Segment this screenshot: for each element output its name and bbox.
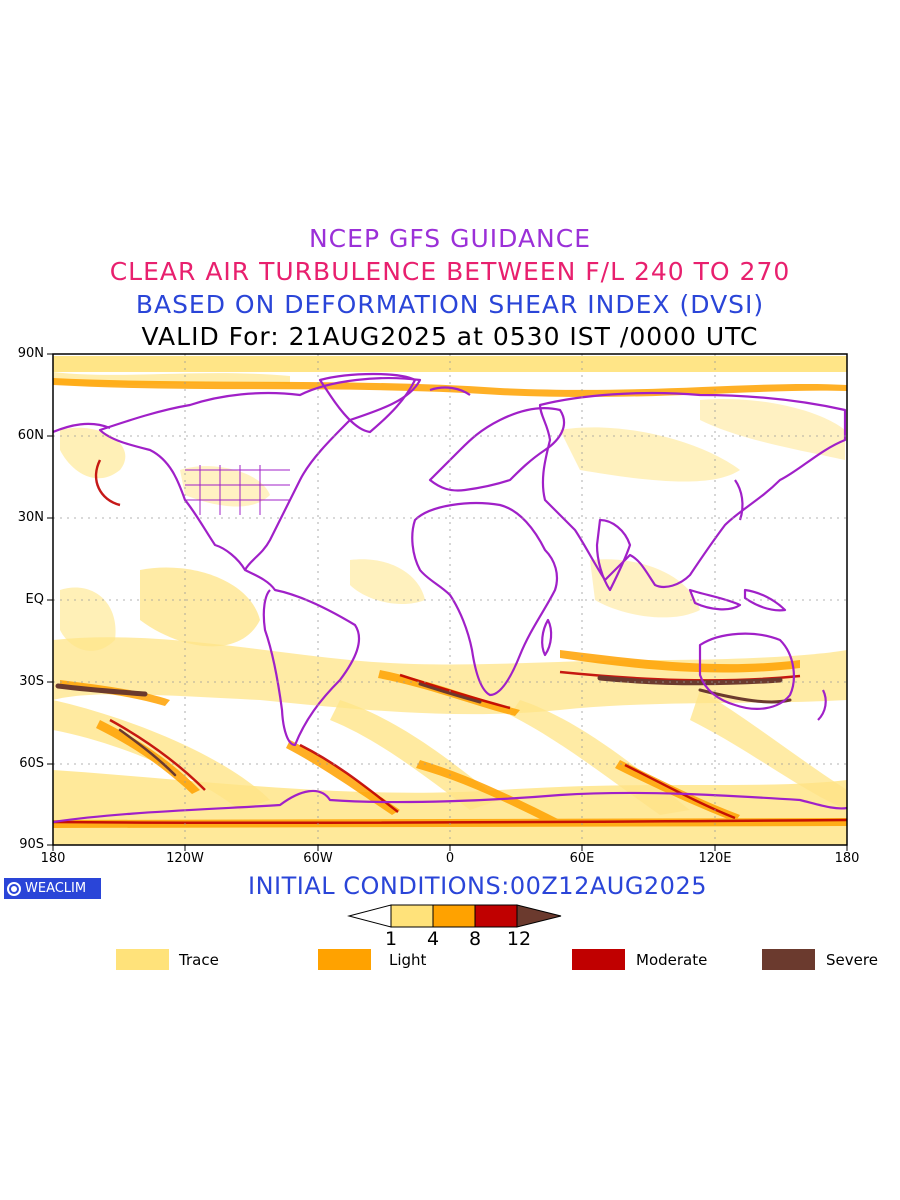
initial-conditions: INITIAL CONDITIONS:00Z12AUG2025 — [247, 872, 707, 900]
legend-label-severe: Severe — [826, 951, 878, 969]
lat-label-60s: 60S — [19, 756, 44, 771]
lat-label-60n: 60N — [17, 428, 44, 443]
lat-label-30s: 30S — [19, 674, 44, 689]
legend-swatch-moderate — [572, 949, 625, 970]
lat-label-eq: EQ — [25, 592, 44, 607]
lon-label-120w: 120W — [166, 851, 204, 866]
lon-label-0: 0 — [445, 851, 455, 866]
axis-ticks — [47, 353, 848, 851]
coastlines — [53, 372, 847, 824]
colorbar-moderate — [474, 904, 518, 928]
badge-text: WEACLIM — [25, 881, 87, 896]
weaclim-logo-icon — [7, 881, 21, 896]
lon-label-60w: 60W — [303, 851, 333, 866]
lon-label-60e: 60E — [569, 851, 595, 866]
lon-label-120e: 120E — [698, 851, 732, 866]
title-line-1: NCEP GFS GUIDANCE — [308, 224, 591, 253]
lat-label-90n: 90N — [17, 346, 44, 361]
colorbar-severe — [516, 904, 562, 928]
colorbar-trace — [390, 904, 434, 928]
weaclim-badge: WEACLIM — [4, 878, 101, 899]
colorbar-label-12: 12 — [506, 928, 532, 950]
lon-label-180e: 180 — [834, 851, 860, 866]
colorbar — [347, 904, 562, 928]
lat-label-90s: 90S — [19, 837, 44, 852]
legend-swatch-trace — [116, 949, 169, 970]
legend-label-trace: Trace — [179, 951, 219, 969]
legend-label-moderate: Moderate — [636, 951, 708, 969]
legend-label-light: Light — [389, 951, 427, 969]
colorbar-label-8: 8 — [468, 928, 482, 950]
severe-areas — [55, 675, 792, 777]
legend-swatch-severe — [762, 949, 815, 970]
lon-label-180w: 180 — [40, 851, 66, 866]
colorbar-label-1: 1 — [384, 928, 398, 950]
colorbar-below — [347, 904, 392, 928]
legend-swatch-light — [318, 949, 371, 970]
lat-label-30n: 30N — [17, 510, 44, 525]
title-line-4: VALID For: 21AUG2025 at 0530 IST /0000 U… — [141, 322, 759, 351]
title-line-2: CLEAR AIR TURBULENCE BETWEEN F/L 240 TO … — [109, 257, 791, 286]
colorbar-label-4: 4 — [426, 928, 440, 950]
title-line-3: BASED ON DEFORMATION SHEAR INDEX (DVSI) — [135, 290, 765, 319]
graticule — [53, 354, 847, 845]
colorbar-light — [432, 904, 476, 928]
